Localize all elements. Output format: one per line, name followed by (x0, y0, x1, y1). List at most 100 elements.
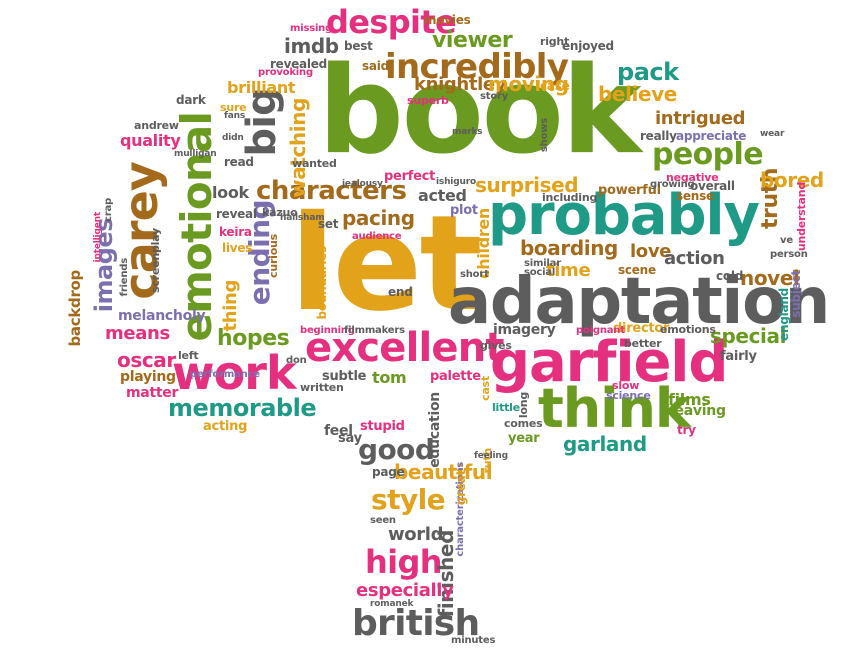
word-say: say (338, 431, 362, 446)
word-try: try (677, 423, 696, 437)
word-andrew: andrew (134, 119, 179, 132)
word-filmmakers: filmmakers (344, 325, 405, 336)
word-plot: plot (450, 203, 478, 218)
word-imagery: imagery (493, 322, 556, 338)
word-tom: tom (372, 368, 407, 387)
word-enjoyed: enjoyed (562, 39, 614, 53)
word-world: world (388, 524, 444, 545)
word-garfield: garfield (490, 330, 728, 395)
word-jealousy: jealousy (342, 179, 383, 189)
word-seen: seen (370, 515, 396, 526)
word-means: means (105, 323, 170, 344)
word-right: right (540, 35, 570, 48)
word-leaving: leaving (670, 403, 726, 419)
word-superb: superb (407, 94, 449, 107)
word-imdb: imdb (284, 34, 339, 58)
word-incredibly: incredibly (385, 47, 569, 87)
word-backdrop: backdrop (66, 270, 84, 347)
word-crap: crap (103, 198, 114, 222)
word-hailsham: hailsham (280, 213, 325, 223)
word-beginning: beginning (300, 325, 355, 336)
word-moving: moving (488, 72, 569, 96)
word-poignant: poignant (576, 325, 625, 336)
word-playing: playing (120, 369, 176, 385)
word-comes: comes (504, 417, 543, 430)
word-keira: keira (219, 225, 252, 239)
word-intrigued: intrigued (655, 108, 746, 129)
word-surprised: surprised (475, 173, 579, 197)
word-missing: missing (290, 23, 333, 34)
word-bored: bored (760, 168, 824, 192)
word-beautiful: beautiful (394, 460, 493, 484)
word-adaptation: adaptation (448, 265, 830, 339)
word-marks: marks (452, 127, 483, 137)
word-quality: quality (120, 131, 181, 150)
word-person: person (770, 249, 808, 260)
word-love: love (630, 241, 672, 262)
word-high: high (365, 543, 443, 581)
word-watching: watching (286, 98, 310, 198)
word-set: set (318, 217, 339, 231)
word-memorable: memorable (168, 394, 317, 422)
word-style: style (371, 483, 446, 516)
word-pack: pack (617, 58, 679, 86)
word-cold: cold (716, 269, 744, 283)
word-sure: sure (220, 101, 247, 114)
word-kazuo: kazuo (262, 206, 298, 219)
word-page: page (372, 465, 405, 479)
word-novel: novel (740, 266, 800, 290)
word-matter: matter (126, 385, 179, 401)
word-fairly: fairly (720, 349, 757, 364)
word-curious: curious (267, 234, 280, 278)
word-pacing: pacing (342, 206, 415, 230)
word-mulligan: mulligan (174, 149, 217, 159)
word-hopes: hopes (217, 326, 290, 351)
word-better: better (624, 337, 662, 350)
word-read: read (224, 155, 254, 169)
word-overall: overall (690, 179, 735, 193)
word-short: short (460, 269, 489, 280)
word-audience: audience (352, 231, 402, 242)
word-growing: growing (650, 179, 695, 190)
word-said: said (362, 59, 389, 73)
word-subtle: subtle (322, 369, 367, 384)
word-intelligent: intelligent (93, 212, 103, 263)
word-social: social (524, 267, 556, 278)
word-movies: movies (424, 13, 471, 27)
word-reveal: reveal (216, 207, 257, 221)
word-friends: friends (119, 258, 130, 297)
word-think: think (538, 377, 691, 440)
word-big: big (239, 88, 285, 157)
word-similar: similar (524, 258, 561, 269)
word-melancholy: melancholy (118, 308, 206, 324)
word-films: films (668, 390, 711, 409)
word-best: best (344, 39, 373, 53)
word-despite: despite (326, 3, 457, 41)
word-action: action (664, 248, 725, 269)
word-work: work (172, 346, 297, 400)
word-little: little (492, 401, 520, 414)
word-boundaries: boundaries (315, 246, 329, 320)
word-oscar: oscar (117, 348, 176, 372)
word-ve: ve (780, 235, 793, 246)
word-shows: shows (539, 118, 550, 153)
word-powerful: powerful (598, 183, 661, 198)
word-perfect: perfect (384, 169, 436, 184)
word-left: left (178, 349, 199, 362)
word-minutes: minutes (451, 635, 496, 646)
word-year: year (508, 431, 540, 446)
word-excellent: excellent (305, 325, 505, 371)
word-palette: palette (430, 369, 481, 384)
word-slow: slow (612, 379, 640, 392)
word-book: book (318, 42, 641, 181)
word-director: director (613, 321, 670, 336)
word-knightley: knightley (414, 74, 507, 95)
word-negative: negative (666, 171, 719, 184)
word-boarding: boarding (520, 236, 618, 260)
word-wanted: wanted (292, 157, 337, 170)
word-understand: understand (795, 182, 808, 252)
word-dark: dark (176, 93, 206, 107)
word-feel: feel (324, 423, 353, 439)
word-acted: acted (418, 186, 467, 205)
